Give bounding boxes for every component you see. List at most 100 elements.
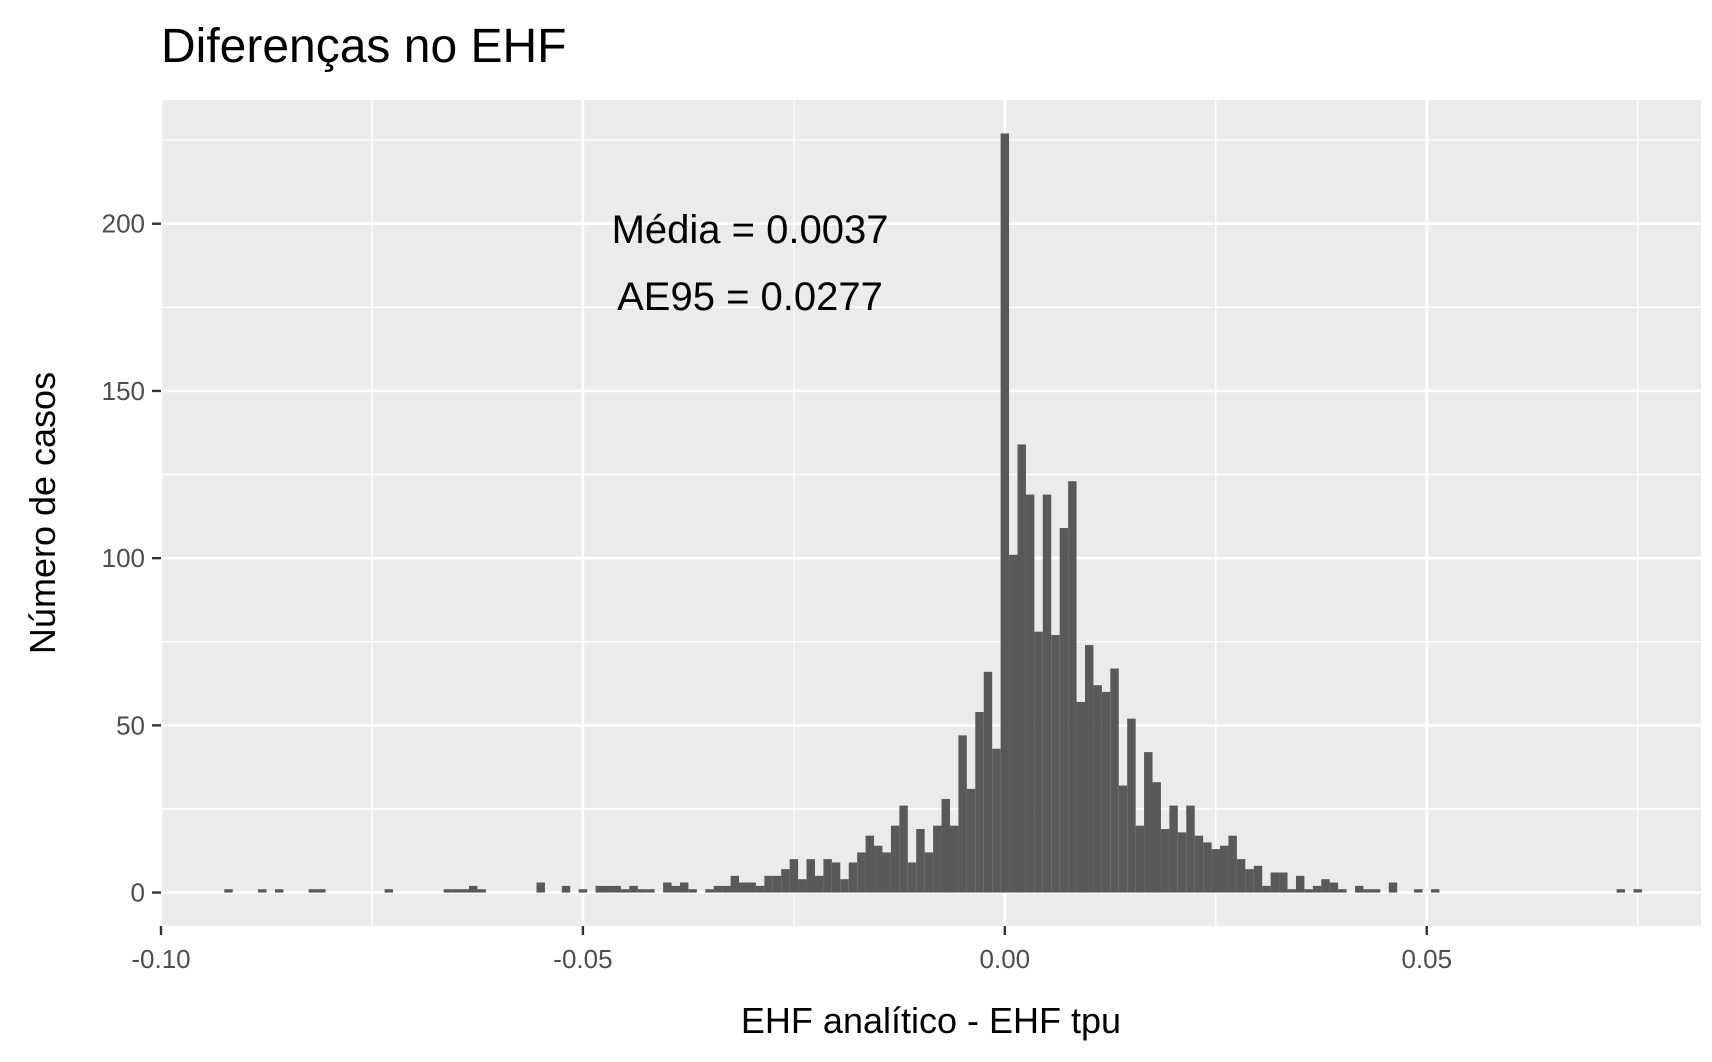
histogram-bar	[924, 852, 934, 893]
histogram-bar	[1371, 889, 1381, 893]
x-tick-label: -0.05	[553, 944, 612, 974]
histogram-bar	[1338, 889, 1347, 893]
histogram-bar	[1085, 645, 1094, 893]
histogram-bar	[722, 885, 731, 893]
annotation-mean: Média = 0.0037	[612, 208, 889, 252]
histogram-bar	[1203, 842, 1212, 893]
histogram-bar	[1068, 481, 1077, 893]
histogram-bar	[1110, 668, 1119, 893]
histogram-bar	[604, 885, 613, 893]
histogram-bar	[308, 889, 318, 893]
histogram-bar	[1152, 782, 1161, 893]
histogram-bar	[865, 835, 875, 893]
histogram-bar	[857, 852, 866, 893]
y-axis: 0 50 100 150 200	[102, 209, 161, 908]
histogram-bar	[1329, 882, 1339, 893]
histogram-bar	[1430, 889, 1440, 893]
histogram-bar	[224, 889, 233, 893]
histogram-bar	[1262, 885, 1271, 893]
histogram-bar	[747, 882, 756, 893]
histogram-bar	[874, 845, 883, 893]
histogram-bar	[966, 788, 976, 893]
histogram-bar	[679, 882, 689, 893]
histogram-bar	[1093, 685, 1102, 893]
histogram-bar	[1034, 631, 1043, 893]
histogram-bar	[477, 889, 486, 893]
histogram-bar	[831, 862, 841, 893]
histogram-bar	[1228, 835, 1237, 893]
histogram-bar	[983, 671, 993, 893]
histogram-bar	[1076, 701, 1085, 893]
y-tick-label: 100	[102, 543, 145, 573]
plot-panel	[161, 100, 1701, 926]
histogram-bar	[612, 885, 621, 893]
histogram-bar	[258, 889, 267, 893]
histogram-bar	[637, 889, 647, 893]
histogram-bar	[452, 889, 461, 893]
histogram-bar	[755, 885, 765, 893]
histogram-bar	[1194, 835, 1204, 893]
histogram-bar	[1363, 889, 1372, 893]
histogram-bar	[1414, 889, 1423, 893]
histogram-bar	[443, 889, 453, 893]
histogram-bar	[1388, 882, 1398, 893]
histogram-bar	[1144, 752, 1153, 893]
histogram-bar	[384, 889, 394, 893]
y-tick-label: 150	[102, 376, 145, 406]
histogram-bar	[739, 882, 748, 893]
x-axis: -0.10 -0.05 0.00 0.05	[131, 926, 1452, 974]
histogram-bar	[317, 889, 326, 893]
histogram-bar	[1101, 691, 1111, 893]
histogram-bar	[663, 882, 672, 893]
histogram-bar	[595, 885, 605, 893]
histogram-bar	[806, 859, 815, 893]
histogram-bar	[1312, 885, 1322, 893]
histogram-bar	[1135, 825, 1145, 893]
histogram-bar	[578, 889, 588, 893]
histogram-bar	[1220, 845, 1229, 893]
histogram-bars	[224, 133, 1642, 893]
histogram-bar	[730, 875, 740, 893]
histogram-bar	[1287, 889, 1296, 893]
histogram-bar	[941, 798, 950, 893]
histogram-bar	[460, 889, 469, 893]
y-tick-label: 50	[116, 710, 145, 740]
histogram-bar	[1009, 554, 1018, 893]
histogram-bar	[890, 825, 900, 893]
histogram-bar	[814, 875, 824, 893]
histogram-bar	[1633, 889, 1642, 893]
histogram-bar	[1355, 885, 1364, 893]
histogram-bar	[907, 862, 917, 893]
histogram-bar	[781, 869, 790, 893]
histogram-bar	[764, 875, 773, 893]
histogram-bar	[1059, 528, 1069, 893]
histogram-bar	[1186, 805, 1195, 893]
x-tick-label: 0.00	[980, 944, 1031, 974]
histogram-bar	[992, 748, 1001, 893]
histogram-bar	[899, 805, 908, 893]
histogram-bar	[620, 889, 630, 893]
histogram-bar	[823, 859, 832, 893]
histogram-bar	[958, 735, 967, 893]
histogram-bar	[1000, 133, 1010, 893]
histogram-bar	[274, 889, 284, 893]
histogram-bar	[1042, 494, 1052, 893]
histogram-bar	[1127, 718, 1136, 893]
histogram-bar	[1304, 889, 1313, 893]
histogram-bar	[1270, 872, 1280, 893]
histogram-bar	[882, 852, 891, 893]
x-axis-title: EHF analítico - EHF tpu	[741, 1000, 1121, 1041]
histogram-bar	[469, 885, 478, 893]
y-tick-label: 200	[102, 209, 145, 239]
histogram-bar	[1017, 444, 1026, 893]
histogram-bar	[1236, 859, 1246, 893]
histogram-bar	[772, 875, 782, 893]
histogram-bar	[1321, 879, 1330, 893]
histogram-bar	[1616, 889, 1626, 893]
histogram-bar	[646, 889, 655, 893]
histogram-bar	[949, 825, 959, 893]
histogram-bar	[975, 711, 984, 893]
y-axis-title: Número de casos	[22, 372, 63, 654]
histogram-bar	[1160, 829, 1170, 893]
